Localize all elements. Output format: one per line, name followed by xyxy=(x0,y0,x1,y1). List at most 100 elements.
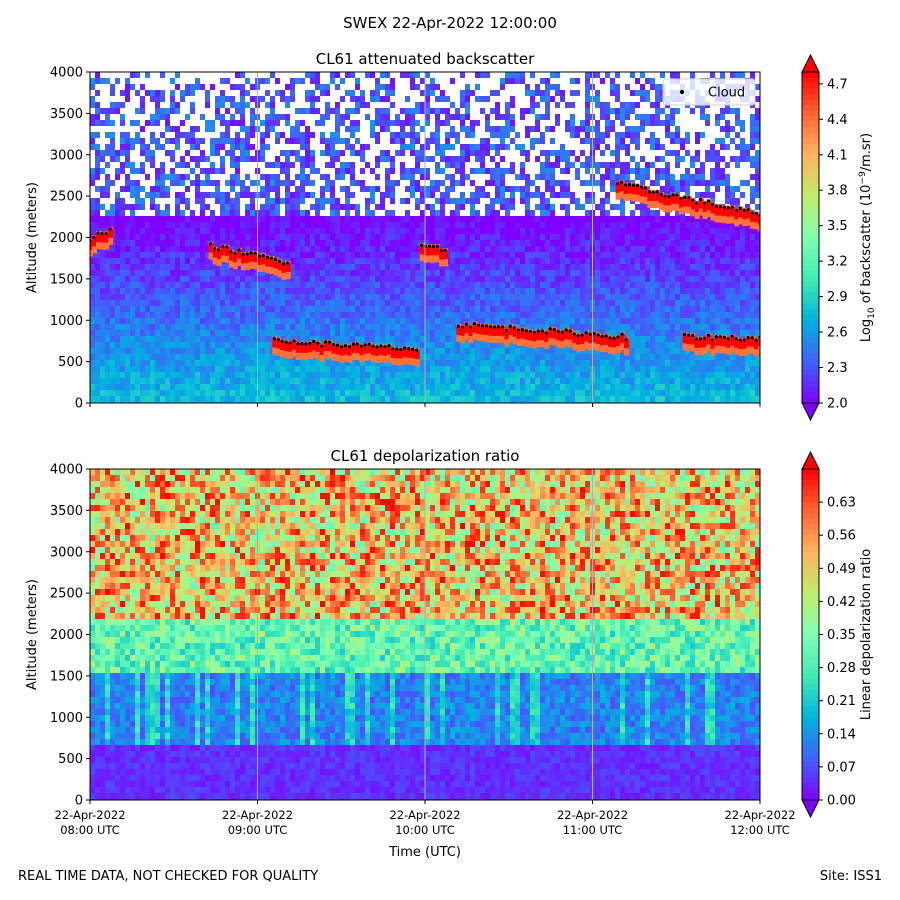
heatmap-cell xyxy=(640,126,645,132)
heatmap-cell xyxy=(490,204,495,210)
heatmap-cell xyxy=(445,324,450,330)
heatmap-cell xyxy=(360,252,365,258)
heatmap-cell xyxy=(260,300,265,306)
heatmap-cell xyxy=(435,120,440,126)
heatmap-cell xyxy=(550,354,555,360)
heatmap-cell xyxy=(600,222,605,228)
heatmap-cell xyxy=(100,168,105,174)
heatmap-cell xyxy=(95,168,100,174)
heatmap-cell xyxy=(585,390,590,396)
heatmap-cell xyxy=(125,174,130,180)
heatmap-cell xyxy=(285,384,290,390)
heatmap-cell xyxy=(355,390,360,396)
heatmap-cell xyxy=(625,276,630,282)
heatmap-cell xyxy=(535,174,540,180)
heatmap-cell xyxy=(625,258,630,264)
heatmap-cell xyxy=(425,174,430,180)
heatmap-cell xyxy=(515,396,520,402)
heatmap-cell xyxy=(125,378,130,384)
heatmap-cell xyxy=(325,336,330,342)
heatmap-cell xyxy=(565,252,570,258)
heatmap-cell xyxy=(460,366,465,372)
heatmap-cell xyxy=(245,384,250,390)
heatmap-cell xyxy=(340,228,345,234)
heatmap-cell xyxy=(490,282,495,288)
heatmap-cell xyxy=(365,240,370,246)
heatmap-cell xyxy=(95,336,100,342)
heatmap-cell xyxy=(130,336,135,342)
heatmap-cell xyxy=(510,72,515,78)
heatmap-cell xyxy=(260,288,265,294)
heatmap-cell xyxy=(145,366,150,372)
heatmap-cell xyxy=(300,78,305,84)
heatmap-cell xyxy=(460,252,465,258)
heatmap-cell xyxy=(430,204,435,210)
heatmap-cell xyxy=(465,288,470,294)
heatmap-cell xyxy=(495,126,500,132)
heatmap-cell xyxy=(425,312,430,318)
heatmap-cell xyxy=(370,390,375,396)
heatmap-cell xyxy=(530,240,535,246)
heatmap-cell xyxy=(405,276,410,282)
heatmap-cell xyxy=(500,294,505,300)
heatmap-cell xyxy=(350,228,355,234)
heatmap-cell xyxy=(385,318,390,324)
heatmap-cell xyxy=(435,324,440,330)
heatmap-cell xyxy=(410,282,415,288)
heatmap-cell xyxy=(360,276,365,282)
heatmap-cell xyxy=(595,282,600,288)
heatmap-cell xyxy=(130,390,135,396)
heatmap-cell xyxy=(215,378,220,384)
heatmap-cell xyxy=(200,222,205,228)
heatmap-cell xyxy=(520,306,525,312)
heatmap-cell xyxy=(90,348,95,354)
heatmap-cell xyxy=(565,210,570,216)
heatmap-cell xyxy=(125,222,130,228)
heatmap-cell xyxy=(515,72,520,78)
heatmap-cell xyxy=(185,162,190,168)
heatmap-cell xyxy=(225,192,230,198)
heatmap-cell xyxy=(475,234,480,240)
heatmap-cell xyxy=(610,264,615,270)
heatmap-cell xyxy=(295,204,300,210)
heatmap-cell xyxy=(455,282,460,288)
heatmap-cell xyxy=(620,234,625,240)
heatmap-cell xyxy=(370,252,375,258)
heatmap-cell xyxy=(475,300,480,306)
heatmap-cell xyxy=(370,168,375,174)
heatmap-cell xyxy=(450,198,455,204)
heatmap-cell xyxy=(370,276,375,282)
heatmap-cell xyxy=(545,258,550,264)
heatmap-cell xyxy=(330,282,335,288)
heatmap-cell xyxy=(145,354,150,360)
heatmap-cell xyxy=(610,396,615,402)
heatmap-cell xyxy=(265,318,270,324)
heatmap-cell xyxy=(95,204,100,210)
heatmap-cell xyxy=(435,210,440,216)
heatmap-cell xyxy=(450,390,455,396)
heatmap-cell xyxy=(205,318,210,324)
heatmap-cell xyxy=(610,258,615,264)
heatmap-cell xyxy=(530,270,535,276)
heatmap-cell xyxy=(95,372,100,378)
heatmap-cell xyxy=(500,186,505,192)
heatmap-cell xyxy=(395,336,400,342)
heatmap-cell xyxy=(470,252,475,258)
heatmap-cell xyxy=(455,360,460,366)
heatmap-cell xyxy=(165,354,170,360)
heatmap-cell xyxy=(200,198,205,204)
heatmap-cell xyxy=(290,270,295,276)
heatmap-cell xyxy=(130,360,135,366)
heatmap-cell xyxy=(640,306,645,312)
heatmap-cell xyxy=(90,132,95,138)
heatmap-cell xyxy=(155,348,160,354)
heatmap-cell xyxy=(235,138,240,144)
heatmap-cell xyxy=(260,216,265,222)
heatmap-cell xyxy=(200,204,205,210)
heatmap-cell xyxy=(540,300,545,306)
heatmap-cell xyxy=(450,282,455,288)
heatmap-cell xyxy=(195,186,200,192)
heatmap-cell xyxy=(150,222,155,228)
heatmap-cell xyxy=(180,342,185,348)
heatmap-cell xyxy=(575,294,580,300)
